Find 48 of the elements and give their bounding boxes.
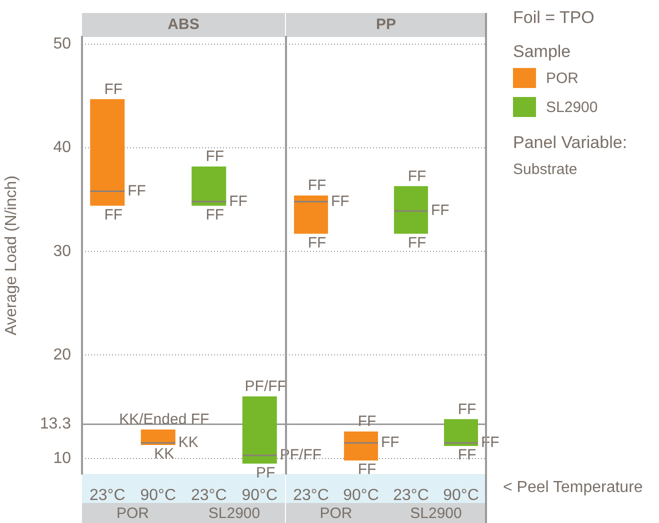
legend-label: POR: [546, 70, 579, 86]
x-tick-label: 90°C: [443, 487, 479, 504]
text: SL2900: [410, 505, 462, 522]
chart-title: PP: [286, 13, 486, 37]
annotation: FF: [408, 234, 426, 252]
x-tick-label: 23°C: [90, 487, 126, 504]
x-tick-label: 23°C: [393, 487, 429, 504]
x-tick-label: 23°C: [191, 487, 227, 504]
text: Panel Variable:: [513, 133, 628, 153]
annotation: FF: [229, 192, 248, 210]
annotation: KK: [154, 446, 174, 463]
annotation: FF: [128, 182, 146, 200]
text: POR: [116, 505, 150, 522]
legend-label: SL2900: [546, 98, 598, 116]
text: SL2900: [208, 505, 260, 522]
y-tick-label: 10: [53, 450, 72, 467]
annotation: FF: [358, 461, 376, 478]
annotation: FF: [308, 234, 326, 252]
x-tick-label: 90°C: [242, 487, 278, 504]
annotation: FF: [206, 206, 224, 224]
annotation: FF: [408, 168, 426, 185]
y-tick-label: 20: [53, 346, 72, 364]
annotation: FF: [104, 206, 123, 224]
annotation: KK: [178, 434, 198, 452]
legend-title: Sample: [513, 42, 572, 62]
y-tick-label: 40: [53, 139, 72, 156]
text: Substrate: [513, 161, 578, 178]
annotation: FF: [458, 446, 476, 464]
annotation: PF: [256, 464, 276, 482]
annotation: FF: [331, 192, 350, 210]
text: POR: [320, 505, 352, 522]
annotation: FF: [458, 400, 476, 418]
text: < Peel Temperature: [503, 479, 643, 497]
annotation: FF: [206, 148, 224, 166]
annotation: FF: [308, 177, 326, 194]
x-tick-label: 90°C: [343, 487, 379, 504]
chart-title: ABS: [82, 13, 285, 37]
x-tick-label: 23°C: [293, 487, 329, 504]
y-axis-title: Average Load (N/inch): [3, 176, 20, 336]
y-tick-label: 50: [53, 36, 72, 53]
x-tick-label: 90°C: [140, 487, 176, 504]
y-tick-label: 13.3: [40, 416, 72, 433]
annotation: FF: [381, 434, 400, 452]
annotation: FF: [431, 202, 450, 220]
annotation: PF/FF: [244, 378, 286, 395]
annotation: FF: [104, 80, 123, 98]
y-tick-label: 30: [53, 242, 72, 260]
text: Foil = TPO: [513, 8, 596, 28]
